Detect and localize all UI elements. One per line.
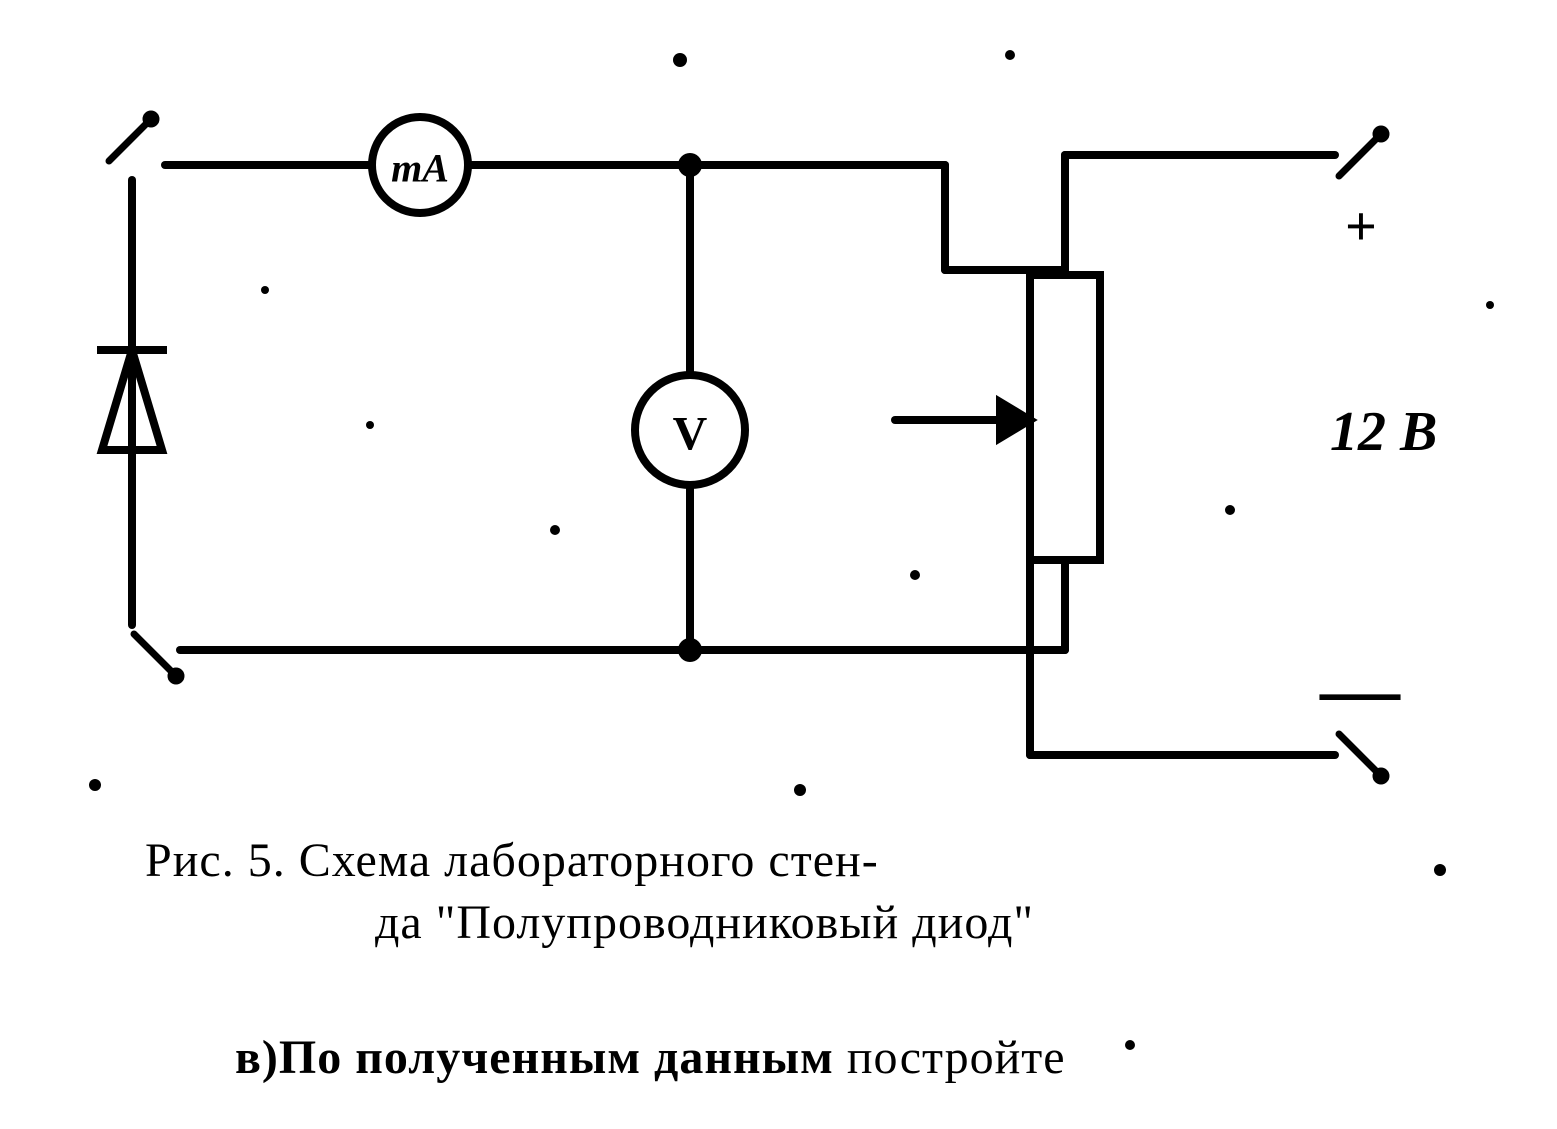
svg-text:V: V <box>673 408 708 461</box>
potentiometer-wiper-arrow <box>1000 402 1030 438</box>
figure-caption: Рис. 5. Схема лабораторного стен- да "По… <box>145 830 1445 955</box>
circuit-schematic: mA V <box>0 0 1557 1129</box>
task-bold-text: По полученным данным <box>279 1031 834 1084</box>
polarity-minus: — <box>1320 645 1400 736</box>
svg-text:mA: mA <box>391 146 449 191</box>
task-text: в)По полученным данным постройте <box>235 1030 1066 1085</box>
potentiometer <box>1030 275 1100 560</box>
page: mA V + — 12 В Рис. 5. Схема лабораторног… <box>0 0 1557 1129</box>
voltmeter: V <box>635 375 745 485</box>
caption-text-line2: да "Полупроводниковый диод" <box>375 896 1034 949</box>
task-item-label: в) <box>235 1031 279 1084</box>
milliammeter: mA <box>372 117 468 213</box>
task-normal-text: постройте <box>847 1031 1066 1084</box>
supply-voltage-label: 12 В <box>1330 400 1437 464</box>
polarity-plus: + <box>1345 195 1377 259</box>
caption-text-line1: Схема лабораторного стен- <box>299 834 879 887</box>
terminals <box>109 114 1386 781</box>
caption-prefix: Рис. 5. <box>145 834 286 887</box>
